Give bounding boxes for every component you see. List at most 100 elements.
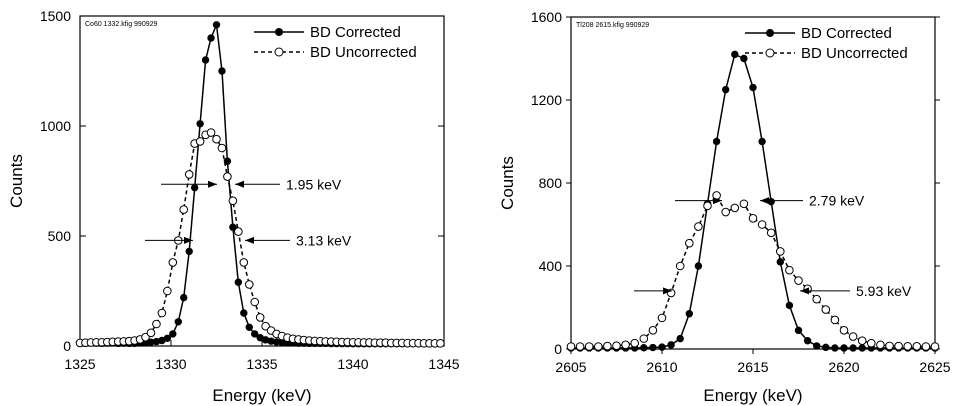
legend-marker xyxy=(274,47,284,57)
data-point xyxy=(179,205,189,214)
data-point xyxy=(621,340,630,350)
data-point xyxy=(885,341,894,351)
legend-label: BD Corrected xyxy=(801,25,892,42)
data-point xyxy=(141,332,150,342)
data-point xyxy=(667,341,675,349)
arrowhead-icon xyxy=(663,287,672,295)
x-tick-label: 2620 xyxy=(828,359,859,375)
data-point xyxy=(831,344,839,352)
data-point xyxy=(639,334,649,343)
y-tick-label: 400 xyxy=(539,258,563,274)
data-point xyxy=(152,319,161,329)
x-tick-label: 1325 xyxy=(64,356,95,372)
data-point xyxy=(234,227,243,236)
data-point xyxy=(240,309,248,317)
x-tick-label: 2605 xyxy=(555,359,586,375)
legend-label: BD Corrected xyxy=(310,24,401,41)
data-point xyxy=(239,258,249,267)
x-tick-label: 1345 xyxy=(428,356,459,372)
legend-marker xyxy=(766,29,774,37)
data-point xyxy=(575,342,585,351)
y-tick-label: 1000 xyxy=(40,118,71,134)
data-point xyxy=(180,293,188,302)
data-point xyxy=(174,318,182,326)
data-point xyxy=(903,342,913,351)
annotation-label: 1.95 keV xyxy=(286,176,342,192)
data-point xyxy=(217,143,227,153)
chart-panel-2: 2605 2610 2615 2620 2625 0 400 800 1200 1600 Energ… xyxy=(498,9,951,405)
data-point xyxy=(721,207,731,217)
annotation-label: 3.13 keV xyxy=(296,232,352,248)
data-point xyxy=(849,344,857,352)
series-bd-corrected xyxy=(567,50,939,352)
data-point xyxy=(822,343,830,352)
data-point xyxy=(184,170,194,179)
data-point xyxy=(857,336,867,346)
plot-frame xyxy=(79,15,445,347)
data-point xyxy=(813,342,821,350)
data-point xyxy=(584,342,594,351)
file-tag-text: Co60 1332.kfig 990929 xyxy=(85,21,157,28)
data-point xyxy=(776,247,785,256)
y-axis-title: Counts xyxy=(498,156,517,210)
y-tick-label: 1600 xyxy=(531,9,562,25)
data-point xyxy=(658,343,666,351)
data-point xyxy=(739,199,749,209)
data-point xyxy=(207,34,215,42)
y-tick-label: 0 xyxy=(63,338,71,354)
data-point xyxy=(722,85,730,94)
data-point xyxy=(206,128,216,137)
data-point xyxy=(757,220,767,229)
annotation-label: 5.93 keV xyxy=(856,283,912,299)
data-point xyxy=(196,120,204,128)
x-axis-title: Energy (keV) xyxy=(212,386,311,405)
data-point xyxy=(912,342,922,351)
data-point xyxy=(649,343,657,352)
data-point xyxy=(748,213,758,223)
data-point xyxy=(876,340,885,350)
data-point xyxy=(223,157,232,165)
data-point xyxy=(894,341,903,351)
data-point xyxy=(803,337,812,345)
data-point xyxy=(185,247,193,256)
arrowhead-icon xyxy=(235,180,244,188)
y-tick-label: 800 xyxy=(539,175,563,191)
arrowhead-icon xyxy=(760,197,769,205)
x-axis-title: Energy (keV) xyxy=(703,386,802,405)
data-point xyxy=(730,203,740,213)
data-point xyxy=(229,223,237,231)
data-point xyxy=(201,56,210,64)
data-point xyxy=(157,308,167,318)
data-point xyxy=(830,315,840,325)
data-point xyxy=(218,67,226,75)
y-tick-label: 1200 xyxy=(531,92,562,108)
data-point xyxy=(212,21,221,29)
arrowhead-icon xyxy=(208,180,217,188)
series-bd-uncorrected xyxy=(75,128,445,348)
data-point xyxy=(685,238,694,248)
data-point xyxy=(245,323,253,331)
data-point xyxy=(740,54,748,63)
legend-label: BD Uncorrected xyxy=(801,45,908,62)
data-point xyxy=(703,201,712,211)
data-point xyxy=(190,183,199,192)
series-bd-uncorrected xyxy=(566,191,940,351)
chart-panel-1: 1325 1330 1335 1340 1345 0 500 1000 1500 Energy (… xyxy=(7,8,460,405)
data-point xyxy=(731,50,739,59)
data-point xyxy=(930,342,940,351)
data-point xyxy=(255,313,265,322)
data-point xyxy=(867,338,876,348)
arrowhead-icon xyxy=(800,287,809,295)
data-point xyxy=(858,344,866,352)
data-point xyxy=(436,339,445,348)
data-point xyxy=(168,258,178,267)
data-point xyxy=(234,278,243,286)
legend-marker xyxy=(765,48,775,58)
x-tick-label: 1330 xyxy=(155,356,186,372)
x-tick-label: 1340 xyxy=(337,356,368,372)
data-point xyxy=(594,342,603,351)
data-point xyxy=(766,228,776,238)
data-point xyxy=(794,276,803,285)
arrowhead-icon xyxy=(713,197,722,205)
